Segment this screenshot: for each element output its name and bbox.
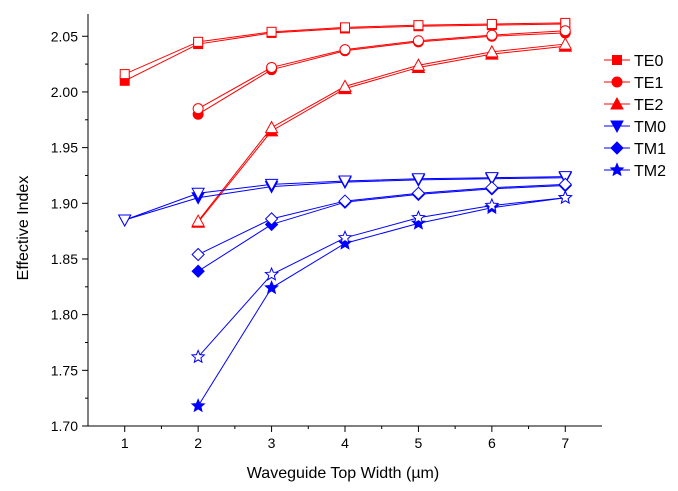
- series-line: [197, 184, 566, 272]
- y-axis-title: Effective Index: [15, 176, 32, 281]
- series-line: [197, 183, 566, 255]
- legend-item-te2: TE2: [604, 96, 663, 114]
- data-point: [411, 186, 426, 200]
- x-tick-label: 7: [561, 435, 569, 451]
- data-point: [485, 181, 499, 195]
- y-tick-label: 1.75: [51, 362, 78, 378]
- series-tm1-filled: [191, 178, 572, 278]
- y-tick-label: 1.70: [51, 418, 78, 434]
- data-point: [191, 187, 205, 201]
- y-tick-label: 2.00: [51, 84, 78, 100]
- x-tick-label: 1: [121, 435, 129, 451]
- data-point: [192, 103, 204, 115]
- data-point: [193, 36, 204, 47]
- legend-marker: [609, 162, 625, 177]
- data-point: [264, 280, 279, 295]
- legend-item-tm1: TM1: [604, 141, 666, 158]
- legend-item-te1: TE1: [604, 75, 663, 92]
- data-point: [191, 247, 205, 262]
- legend-label: TE2: [634, 97, 663, 114]
- legend-marker: [611, 76, 623, 88]
- data-point: [486, 29, 498, 41]
- legend-label: TM1: [634, 141, 666, 158]
- x-tick-label: 2: [194, 435, 202, 451]
- data-point: [191, 264, 205, 278]
- legend-marker: [610, 120, 624, 134]
- data-point: [411, 58, 426, 71]
- data-point: [266, 61, 278, 73]
- x-tick-label: 6: [488, 435, 496, 451]
- data-point: [485, 172, 499, 185]
- data-point: [264, 266, 279, 281]
- series-te2-open: [191, 37, 573, 227]
- legend-item-tm2: TM2: [604, 162, 666, 180]
- data-point: [411, 209, 426, 225]
- x-tick-label: 5: [415, 435, 423, 451]
- series-te2-filled: [191, 39, 573, 228]
- data-point: [117, 214, 132, 228]
- series-tm2-open: [190, 189, 573, 364]
- data-point: [337, 230, 353, 245]
- data-point: [264, 178, 279, 192]
- data-point: [190, 398, 206, 413]
- series-line: [197, 43, 566, 222]
- data-point: [119, 69, 130, 80]
- series-te1-filled: [192, 27, 571, 120]
- legend-item-tm0: TM0: [604, 119, 666, 136]
- data-point: [558, 177, 572, 192]
- data-point: [486, 19, 497, 30]
- x-axis-title: Waveguide Top Width (µm): [247, 465, 439, 482]
- data-point: [338, 194, 352, 208]
- series-te1-open: [192, 25, 571, 115]
- data-point: [266, 26, 277, 37]
- y-tick-label: 1.95: [51, 140, 78, 156]
- series-line: [197, 197, 566, 358]
- data-point: [190, 349, 206, 364]
- data-point: [485, 44, 499, 58]
- series-tm0-open: [117, 171, 573, 228]
- series-layer: [117, 17, 573, 413]
- y-tick-label: 1.80: [51, 307, 78, 323]
- axes: 1 2 3 4 5 6 7 1.70 1.75 1.80 1.85 1.90 1.95 2.00 2.05: [51, 14, 602, 451]
- legend-marker: [612, 55, 622, 65]
- data-point: [338, 175, 352, 189]
- series-line: [197, 197, 566, 407]
- series-tm2-filled: [190, 189, 573, 413]
- series-line: [197, 45, 566, 223]
- data-point: [411, 173, 426, 186]
- series-te0-open: [119, 17, 571, 80]
- x-tick-label: 4: [341, 435, 349, 451]
- legend-marker: [610, 96, 624, 110]
- legend-item-te0: TE0: [604, 53, 663, 70]
- series-line: [197, 30, 566, 110]
- data-point: [558, 171, 573, 184]
- series-tm1-open: [191, 177, 572, 262]
- data-point: [340, 22, 350, 33]
- legend-marker: [610, 141, 624, 155]
- data-point: [412, 35, 424, 47]
- data-point: [558, 37, 573, 50]
- legend-label: TE1: [634, 75, 663, 92]
- series-line: [197, 32, 566, 115]
- y-tick-label: 1.85: [51, 251, 78, 267]
- data-point: [411, 215, 426, 230]
- y-tick-label: 1.90: [51, 195, 78, 211]
- legend-label: TE0: [634, 53, 663, 70]
- legend-label: TM0: [634, 119, 666, 136]
- data-point: [191, 214, 205, 227]
- data-point: [484, 197, 500, 212]
- data-point: [413, 20, 424, 31]
- data-point: [337, 235, 353, 250]
- data-point: [559, 25, 571, 37]
- legend: TE0 TE1 TE2 TM0 TM1 TM2: [604, 53, 666, 180]
- y-tick-label: 2.05: [51, 28, 78, 44]
- data-point: [339, 44, 351, 56]
- data-point: [264, 212, 279, 226]
- data-point: [264, 120, 279, 134]
- data-point: [557, 189, 573, 205]
- x-tick-label: 3: [268, 435, 276, 451]
- legend-label: TM2: [634, 163, 666, 180]
- data-point: [338, 79, 352, 92]
